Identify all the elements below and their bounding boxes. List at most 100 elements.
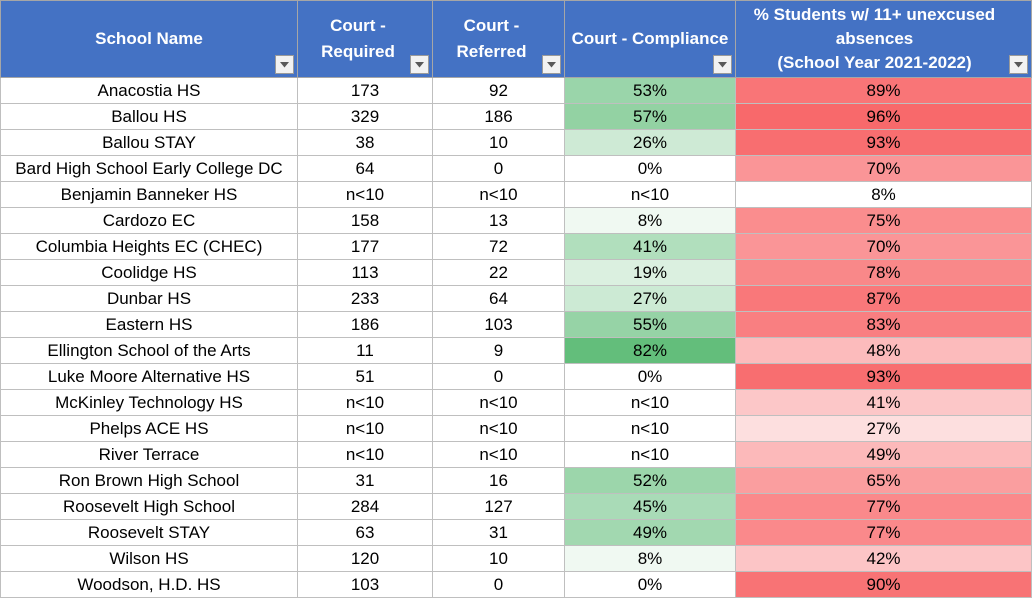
cell-court-compliance[interactable]: 45% (564, 493, 736, 520)
cell-school-name[interactable]: Roosevelt STAY (0, 519, 298, 546)
cell-court-required[interactable]: 63 (297, 519, 433, 546)
cell-court-referred[interactable]: 13 (432, 207, 565, 234)
cell-school-name[interactable]: Anacostia HS (0, 77, 298, 104)
cell-court-required[interactable]: 173 (297, 77, 433, 104)
cell-court-compliance[interactable]: 57% (564, 103, 736, 130)
cell-court-compliance[interactable]: 0% (564, 571, 736, 598)
filter-dropdown-icon[interactable] (542, 55, 561, 74)
cell-pct-students[interactable]: 90% (735, 571, 1032, 598)
cell-court-compliance[interactable]: 0% (564, 155, 736, 182)
cell-school-name[interactable]: Ron Brown High School (0, 467, 298, 494)
cell-pct-students[interactable]: 70% (735, 233, 1032, 260)
cell-pct-students[interactable]: 78% (735, 259, 1032, 286)
cell-court-required[interactable]: n<10 (297, 415, 433, 442)
cell-court-compliance[interactable]: 8% (564, 545, 736, 572)
cell-school-name[interactable]: Ballou STAY (0, 129, 298, 156)
cell-court-required[interactable]: 120 (297, 545, 433, 572)
cell-court-required[interactable]: 186 (297, 311, 433, 338)
cell-pct-students[interactable]: 8% (735, 181, 1032, 208)
cell-court-referred[interactable]: 10 (432, 545, 565, 572)
cell-court-compliance[interactable]: 53% (564, 77, 736, 104)
cell-pct-students[interactable]: 48% (735, 337, 1032, 364)
cell-pct-students[interactable]: 42% (735, 545, 1032, 572)
cell-court-referred[interactable]: 72 (432, 233, 565, 260)
cell-pct-students[interactable]: 77% (735, 519, 1032, 546)
cell-school-name[interactable]: Coolidge HS (0, 259, 298, 286)
cell-court-compliance[interactable]: 26% (564, 129, 736, 156)
cell-pct-students[interactable]: 93% (735, 363, 1032, 390)
cell-court-required[interactable]: 158 (297, 207, 433, 234)
cell-court-referred[interactable]: 0 (432, 363, 565, 390)
cell-court-referred[interactable]: n<10 (432, 415, 565, 442)
cell-court-compliance[interactable]: 27% (564, 285, 736, 312)
cell-school-name[interactable]: Dunbar HS (0, 285, 298, 312)
cell-school-name[interactable]: Cardozo EC (0, 207, 298, 234)
cell-court-referred[interactable]: n<10 (432, 181, 565, 208)
cell-court-referred[interactable]: 22 (432, 259, 565, 286)
cell-court-required[interactable]: 113 (297, 259, 433, 286)
cell-court-compliance[interactable]: 52% (564, 467, 736, 494)
cell-court-referred[interactable]: 0 (432, 155, 565, 182)
cell-school-name[interactable]: Ellington School of the Arts (0, 337, 298, 364)
cell-court-referred[interactable]: 92 (432, 77, 565, 104)
cell-court-required[interactable]: 38 (297, 129, 433, 156)
cell-court-required[interactable]: 31 (297, 467, 433, 494)
cell-school-name[interactable]: Woodson, H.D. HS (0, 571, 298, 598)
cell-court-referred[interactable]: 31 (432, 519, 565, 546)
cell-court-referred[interactable]: 16 (432, 467, 565, 494)
cell-court-referred[interactable]: 64 (432, 285, 565, 312)
cell-court-compliance[interactable]: 55% (564, 311, 736, 338)
filter-dropdown-icon[interactable] (275, 55, 294, 74)
cell-school-name[interactable]: McKinley Technology HS (0, 389, 298, 416)
cell-school-name[interactable]: Benjamin Banneker HS (0, 181, 298, 208)
cell-school-name[interactable]: Phelps ACE HS (0, 415, 298, 442)
cell-court-required[interactable]: 11 (297, 337, 433, 364)
cell-court-compliance[interactable]: 82% (564, 337, 736, 364)
cell-pct-students[interactable]: 65% (735, 467, 1032, 494)
cell-court-required[interactable]: 284 (297, 493, 433, 520)
cell-court-required[interactable]: 64 (297, 155, 433, 182)
filter-dropdown-icon[interactable] (1009, 55, 1028, 74)
cell-pct-students[interactable]: 75% (735, 207, 1032, 234)
cell-court-compliance[interactable]: 49% (564, 519, 736, 546)
cell-court-referred[interactable]: 10 (432, 129, 565, 156)
cell-school-name[interactable]: Wilson HS (0, 545, 298, 572)
cell-court-compliance[interactable]: n<10 (564, 181, 736, 208)
cell-court-compliance[interactable]: n<10 (564, 415, 736, 442)
cell-school-name[interactable]: Luke Moore Alternative HS (0, 363, 298, 390)
cell-court-referred[interactable]: 186 (432, 103, 565, 130)
cell-court-referred[interactable]: 9 (432, 337, 565, 364)
cell-court-required[interactable]: 233 (297, 285, 433, 312)
cell-court-referred[interactable]: 127 (432, 493, 565, 520)
cell-pct-students[interactable]: 96% (735, 103, 1032, 130)
cell-court-required[interactable]: 329 (297, 103, 433, 130)
cell-court-required[interactable]: n<10 (297, 441, 433, 468)
filter-dropdown-icon[interactable] (713, 55, 732, 74)
cell-school-name[interactable]: Roosevelt High School (0, 493, 298, 520)
cell-court-required[interactable]: n<10 (297, 389, 433, 416)
cell-court-required[interactable]: n<10 (297, 181, 433, 208)
cell-pct-students[interactable]: 93% (735, 129, 1032, 156)
cell-pct-students[interactable]: 27% (735, 415, 1032, 442)
cell-court-referred[interactable]: n<10 (432, 389, 565, 416)
cell-court-compliance[interactable]: 0% (564, 363, 736, 390)
cell-school-name[interactable]: Ballou HS (0, 103, 298, 130)
cell-court-referred[interactable]: n<10 (432, 441, 565, 468)
cell-pct-students[interactable]: 49% (735, 441, 1032, 468)
cell-school-name[interactable]: River Terrace (0, 441, 298, 468)
cell-pct-students[interactable]: 87% (735, 285, 1032, 312)
cell-court-referred[interactable]: 103 (432, 311, 565, 338)
cell-school-name[interactable]: Bard High School Early College DC (0, 155, 298, 182)
cell-court-required[interactable]: 103 (297, 571, 433, 598)
cell-pct-students[interactable]: 41% (735, 389, 1032, 416)
cell-court-compliance[interactable]: 19% (564, 259, 736, 286)
cell-court-compliance[interactable]: 8% (564, 207, 736, 234)
filter-dropdown-icon[interactable] (410, 55, 429, 74)
cell-court-compliance[interactable]: 41% (564, 233, 736, 260)
cell-court-compliance[interactable]: n<10 (564, 441, 736, 468)
cell-school-name[interactable]: Columbia Heights EC (CHEC) (0, 233, 298, 260)
cell-pct-students[interactable]: 77% (735, 493, 1032, 520)
cell-court-compliance[interactable]: n<10 (564, 389, 736, 416)
cell-pct-students[interactable]: 83% (735, 311, 1032, 338)
cell-court-referred[interactable]: 0 (432, 571, 565, 598)
